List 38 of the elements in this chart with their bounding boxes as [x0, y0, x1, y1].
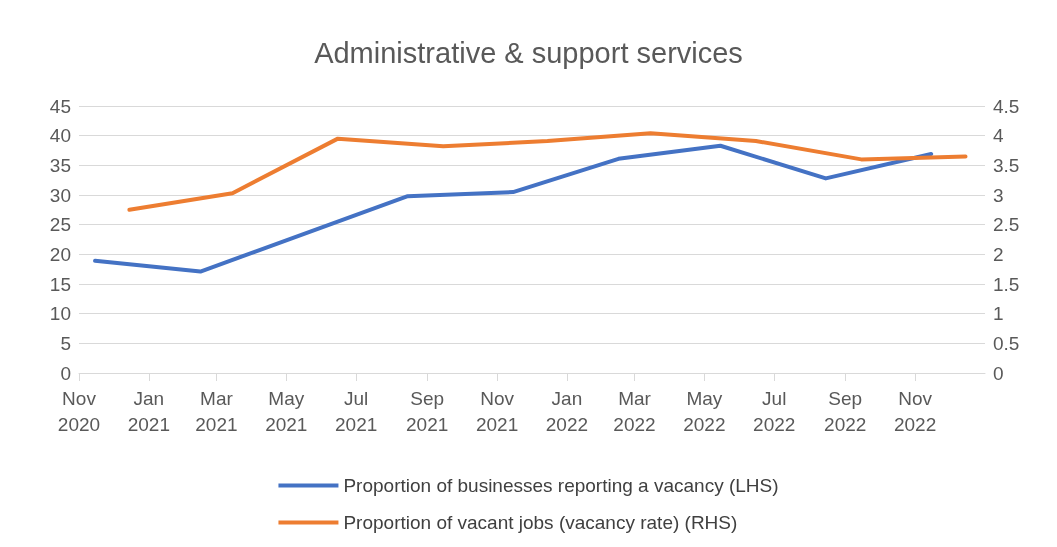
y2-tick-label: 0: [993, 362, 1004, 384]
legend-label: Proportion of businesses reporting a vacancy (LHS): [343, 475, 779, 496]
y2-tick-label: 1.5: [993, 273, 1020, 295]
x-tick-label: Mar 2021: [195, 387, 238, 435]
x-tick-label: May 2021: [265, 387, 308, 435]
line-series: [93, 143, 934, 274]
y2-tick-label: 2: [993, 243, 1004, 265]
y-tick-label: 5: [60, 332, 71, 354]
x-tick-label: Nov 2022: [893, 387, 937, 435]
y-tick-label: 15: [49, 273, 71, 295]
x-tick-label: Sep 2021: [406, 387, 449, 435]
y2-tick-label: 0.5: [993, 332, 1020, 354]
x-tick-label: Nov 2020: [57, 387, 101, 435]
x-tick-label: Mar 2022: [613, 387, 656, 435]
x-tick-label: Nov 2021: [475, 387, 519, 435]
y-tick-label: 10: [49, 303, 71, 325]
y2-tick-label: 3: [993, 184, 1004, 206]
y-tick-label: 45: [49, 95, 71, 117]
x-tick-label: Jan 2022: [545, 387, 589, 435]
y-tick-label: 25: [49, 214, 71, 236]
y2-tick-label: 4.5: [993, 95, 1020, 117]
line-series: [127, 131, 968, 212]
y2-tick-label: 3.5: [993, 154, 1020, 176]
y-tick-label: 0: [60, 362, 71, 384]
y-tick-label: 30: [49, 184, 71, 206]
y2-tick-label: 4: [993, 125, 1004, 147]
y-tick-label: 40: [49, 125, 71, 147]
y-tick-label: 20: [49, 243, 71, 265]
legend-label: Proportion of vacant jobs (vacancy rate) (RHS): [343, 512, 738, 533]
x-tick-label: Sep 2022: [824, 387, 867, 435]
y2-tick-label: 2.5: [993, 214, 1020, 236]
x-tick-label: May 2022: [683, 387, 726, 435]
x-tick-label: Jul 2022: [753, 387, 796, 435]
x-tick-label: Jan 2021: [127, 387, 171, 435]
y2-tick-label: 1: [993, 303, 1004, 325]
chart-title: Administrative & support services: [314, 36, 743, 69]
x-tick-label: Jul 2021: [335, 387, 378, 435]
y-tick-label: 35: [49, 154, 71, 176]
